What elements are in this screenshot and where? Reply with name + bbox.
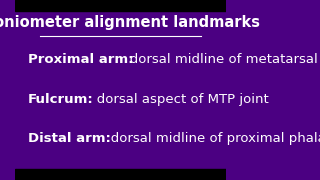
- Text: Distal arm:: Distal arm:: [28, 132, 110, 145]
- Bar: [15, 0, 226, 11]
- Text: Goniometer alignment landmarks: Goniometer alignment landmarks: [0, 15, 260, 30]
- Bar: [15, 169, 226, 180]
- Text: dorsal midline of metatarsal: dorsal midline of metatarsal: [117, 53, 318, 66]
- Text: dorsal midline of proximal phalanx: dorsal midline of proximal phalanx: [98, 132, 320, 145]
- Text: Fulcrum:: Fulcrum:: [28, 93, 93, 105]
- Text: dorsal aspect of MTP joint: dorsal aspect of MTP joint: [84, 93, 268, 105]
- Text: Proximal arm:: Proximal arm:: [28, 53, 133, 66]
